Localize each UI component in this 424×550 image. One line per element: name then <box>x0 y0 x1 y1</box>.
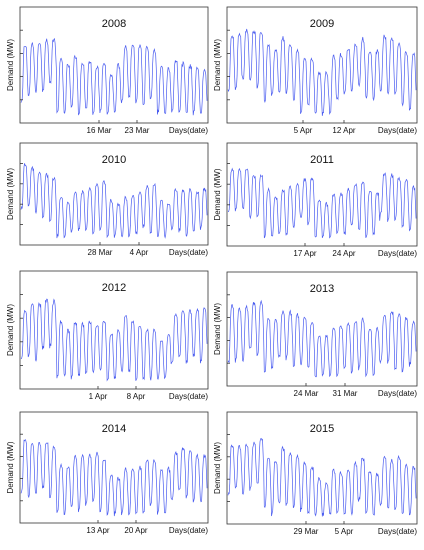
x-tick-label: 24 Mar <box>294 389 319 398</box>
x-axis-label: Days(date) <box>169 392 208 401</box>
chart-panel-2015: 2015 Demand (MW) 29 Mar 5 Apr Days(date) <box>213 411 418 536</box>
chart-title: 2008 <box>102 18 126 30</box>
y-axis-label: Demand (MW) <box>6 39 15 91</box>
x-tick-label: 16 Mar <box>87 126 112 135</box>
plot-frame <box>226 271 418 387</box>
chart-panel-2014: 2014 Demand (MW) 13 Apr 20 Apr Days(date) <box>6 411 209 535</box>
x-tick-label: 17 Apr <box>293 249 316 258</box>
x-tick-label: 1 Apr <box>89 392 108 401</box>
chart-title: 2010 <box>102 154 126 166</box>
chart-title: 2009 <box>310 18 334 30</box>
x-tick-label: 20 Apr <box>124 526 147 535</box>
y-axis-label: Demand (MW) <box>6 441 15 493</box>
x-axis-label: Days(date) <box>378 249 417 258</box>
demand-series-line <box>20 298 208 382</box>
x-axis-label: Days(date) <box>169 126 208 135</box>
x-tick-label: 13 Apr <box>86 526 109 535</box>
demand-series-line <box>227 299 417 378</box>
plot-frame <box>19 411 209 524</box>
x-axis-label: Days(date) <box>169 526 208 535</box>
x-tick-label: 5 Apr <box>294 126 313 135</box>
plot-frame <box>19 270 209 390</box>
x-tick-label: 24 Apr <box>332 249 355 258</box>
x-tick-label: 12 Apr <box>332 126 355 135</box>
y-axis-label: Demand (MW) <box>213 39 222 91</box>
chart-title: 2011 <box>310 154 334 166</box>
chart-panel-2009: 2009 Demand (MW) 5 Apr 12 Apr Days(date) <box>213 6 418 135</box>
x-tick-label: 28 Mar <box>88 248 113 257</box>
x-tick-label: 4 Apr <box>130 248 149 257</box>
chart-panel-2010: 2010 Demand (MW) 28 Mar 4 Apr Days(date) <box>6 142 209 257</box>
chart-title: 2014 <box>102 423 126 435</box>
x-tick-label: 8 Apr <box>127 392 146 401</box>
plot-frame <box>226 6 418 124</box>
demand-series-line <box>227 28 417 116</box>
y-axis-label: Demand (MW) <box>213 303 222 355</box>
chart-panel-2011: 2011 Demand (MW) 17 Apr 24 Apr Days(date) <box>213 142 418 258</box>
chart-title: 2012 <box>102 282 126 294</box>
demand-series-line <box>227 437 417 517</box>
chart-panel-2013: 2013 Demand (MW) 24 Mar 31 Mar Days(date) <box>213 271 418 398</box>
chart-panel-2008: 2008 Demand (MW) 16 Mar 23 Mar Days(date) <box>6 6 209 135</box>
x-tick-label: 5 Apr <box>335 527 354 536</box>
plot-frame <box>19 142 209 246</box>
chart-title: 2015 <box>310 423 334 435</box>
y-axis-label: Demand (MW) <box>6 168 15 220</box>
demand-series-line <box>227 167 417 239</box>
x-tick-label: 31 Mar <box>333 389 358 398</box>
y-axis-label: Demand (MW) <box>213 168 222 220</box>
x-axis-label: Days(date) <box>169 248 208 257</box>
x-axis-label: Days(date) <box>378 527 417 536</box>
plot-frame <box>226 411 418 525</box>
x-tick-label: 29 Mar <box>294 527 319 536</box>
plot-frame <box>226 142 418 247</box>
demand-series-line <box>20 37 208 116</box>
y-axis-label: Demand (MW) <box>213 442 222 494</box>
chart-panel-2012: 2012 Demand (MW) 1 Apr 8 Apr Days(date) <box>6 270 209 401</box>
x-tick-label: 23 Mar <box>125 126 150 135</box>
demand-series-line <box>20 438 208 517</box>
x-axis-label: Days(date) <box>378 126 417 135</box>
chart-title: 2013 <box>310 283 334 295</box>
x-axis-label: Days(date) <box>378 389 417 398</box>
plot-frame <box>19 6 209 124</box>
demand-series-line <box>20 163 208 239</box>
y-axis-label: Demand (MW) <box>6 304 15 356</box>
